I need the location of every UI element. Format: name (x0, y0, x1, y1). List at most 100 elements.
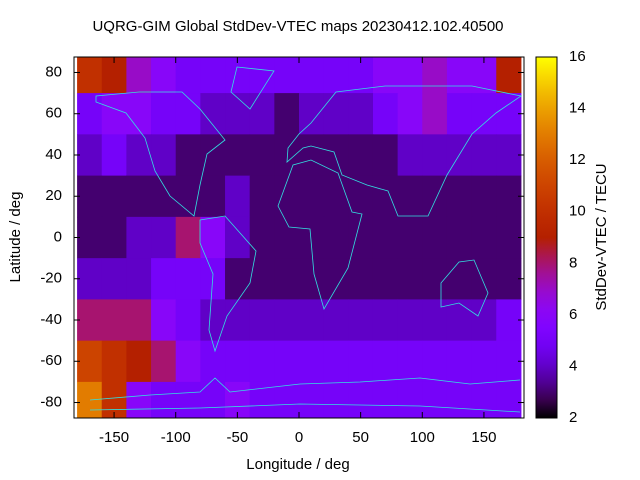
heat-cell (323, 216, 349, 259)
heat-cell (372, 216, 399, 259)
heat-cell (151, 340, 177, 383)
heat-cell (77, 258, 103, 300)
y-tick-label: 0 (54, 228, 62, 245)
heat-cell (77, 175, 103, 218)
colorbar-tick-label: 14 (569, 100, 586, 117)
y-tick-label: -40 (40, 311, 62, 328)
y-tick-label: 40 (45, 146, 62, 163)
heat-cell (175, 340, 201, 383)
heat-cell (249, 134, 275, 177)
heat-cell (249, 175, 275, 218)
heat-cell (372, 258, 399, 300)
heat-cell (175, 93, 201, 135)
coastline (95, 91, 226, 217)
colorbar-tick-label: 8 (569, 254, 577, 271)
heat-cell (225, 381, 251, 418)
heat-cell (249, 216, 275, 259)
heat-cell (175, 57, 201, 94)
heat-cell (299, 258, 325, 300)
y-tick-label: 60 (45, 105, 62, 122)
heat-cell (348, 258, 374, 300)
heat-cell (372, 93, 399, 135)
heat-cell (471, 258, 497, 300)
x-tick-label: 0 (295, 429, 303, 446)
heat-cell (101, 93, 127, 135)
heat-cell (77, 381, 103, 418)
heat-cell (175, 381, 201, 418)
heat-cell (274, 258, 300, 300)
heat-cell (323, 93, 349, 135)
heat-cell (126, 57, 152, 94)
x-tick-label: 150 (471, 429, 496, 446)
heat-cell (471, 134, 497, 177)
heat-cell (126, 134, 152, 177)
x-axis-label: Longitude / deg (246, 456, 349, 473)
heat-cell (372, 134, 399, 177)
heat-cell (372, 299, 399, 342)
heat-cell (151, 381, 177, 418)
heat-cell (175, 175, 201, 218)
heat-cell (422, 340, 448, 383)
heat-cell (348, 134, 374, 177)
heat-cell (200, 134, 226, 177)
heat-cell (397, 57, 423, 94)
y-tick-label: -60 (40, 352, 62, 369)
colorbar-tick-label: 4 (569, 357, 577, 374)
coastline (440, 259, 489, 317)
heat-cell (101, 175, 127, 218)
heat-cell (101, 340, 127, 383)
heat-cell (348, 381, 374, 418)
y-axis-label: Latitude / deg (7, 192, 24, 283)
heat-cell (422, 216, 448, 259)
heat-cell (274, 381, 300, 418)
heat-cell (299, 340, 325, 383)
coastline (230, 66, 275, 110)
heat-cell (249, 57, 275, 94)
heat-cell (249, 93, 275, 135)
y-tick-label: -80 (40, 393, 62, 410)
heat-cell (496, 57, 522, 94)
heat-cell (446, 93, 473, 135)
heat-cell (274, 134, 300, 177)
heat-cell (225, 216, 251, 259)
heat-cell (101, 57, 127, 94)
heat-cell (101, 299, 127, 342)
heat-cell (471, 57, 497, 94)
heat-cell (126, 216, 152, 259)
heat-cell (422, 57, 448, 94)
heat-cell (175, 216, 201, 259)
heat-cell (126, 381, 152, 418)
heat-cell (77, 299, 103, 342)
heat-cell (446, 381, 473, 418)
heat-cell (422, 93, 448, 135)
colorbar-label: StdDev-VTEC / TECU (593, 163, 610, 310)
heat-cell (496, 299, 522, 342)
heat-cell (422, 134, 448, 177)
heat-cell (397, 93, 423, 135)
heat-cell (299, 299, 325, 342)
heat-cell (397, 216, 423, 259)
heat-cell (446, 57, 473, 94)
heat-cell (225, 57, 251, 94)
heat-cell (225, 93, 251, 135)
colorbar-tick-label: 12 (569, 151, 586, 168)
heat-cell (496, 93, 522, 135)
heat-cell (274, 340, 300, 383)
heat-cell (175, 134, 201, 177)
heat-cell (471, 299, 497, 342)
heat-cell (299, 216, 325, 259)
colorbar-tick-label: 10 (569, 203, 586, 220)
heat-cell (101, 258, 127, 300)
heat-cell (225, 299, 251, 342)
y-tick-label: -20 (40, 270, 62, 287)
colorbar (535, 56, 558, 419)
heat-cell (151, 93, 177, 135)
heat-cell (200, 57, 226, 94)
heat-cell (446, 258, 473, 300)
heat-cell (323, 258, 349, 300)
heat-cell (323, 381, 349, 418)
heat-cell (496, 340, 522, 383)
heat-cell (225, 175, 251, 218)
colorbar-tick-label: 2 (569, 409, 577, 426)
coastline (199, 215, 257, 353)
